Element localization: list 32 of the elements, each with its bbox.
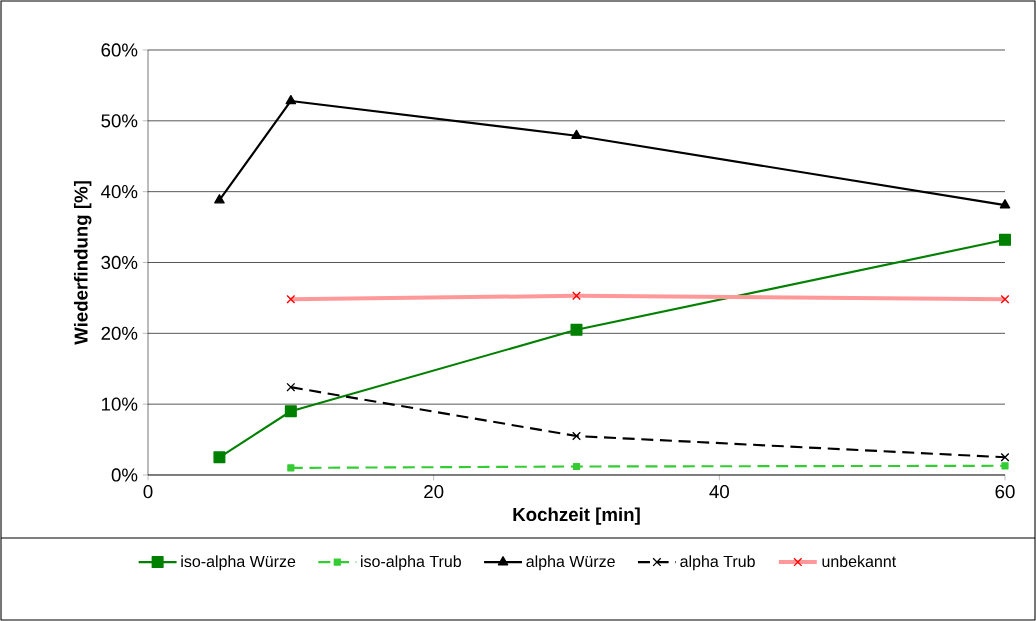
- x-tick-label: 0: [143, 485, 153, 499]
- legend-label: unbekannt: [822, 555, 897, 568]
- point: [213, 451, 226, 464]
- point: [286, 382, 296, 392]
- y-tick-label: 40%: [101, 185, 138, 199]
- y-tick-label: 50%: [101, 114, 138, 128]
- y-tick-label: 60%: [101, 43, 138, 57]
- point: [284, 405, 297, 418]
- x-axis-title: Kochzeit [min]: [513, 507, 640, 525]
- y-tick-label: 0%: [111, 468, 138, 482]
- point: [570, 323, 583, 336]
- point: [571, 129, 582, 140]
- y-tick-label: 20%: [101, 326, 138, 340]
- point: [1000, 452, 1010, 462]
- legend-label: iso-alpha Trub: [361, 555, 461, 571]
- point: [572, 431, 581, 441]
- legend-label: iso-alpha Würze: [181, 555, 296, 571]
- y-tick-label: 30%: [101, 255, 138, 270]
- point: [572, 462, 581, 471]
- y-axis-title: Wiederfindung [%]: [73, 181, 92, 345]
- point: [1001, 462, 1009, 470]
- x-tick-label: 20: [424, 485, 444, 499]
- x-tick-label: 60: [995, 485, 1015, 499]
- point: [998, 233, 1011, 246]
- x-tick-label: 40: [709, 485, 729, 499]
- point: [999, 199, 1011, 209]
- y-tick-label: 10%: [102, 397, 138, 411]
- legend-label: alpha Würze: [526, 555, 615, 571]
- point: [285, 94, 297, 105]
- point: [214, 194, 225, 204]
- legend-label: alpha Trub: [680, 555, 755, 571]
- point: [287, 464, 295, 472]
